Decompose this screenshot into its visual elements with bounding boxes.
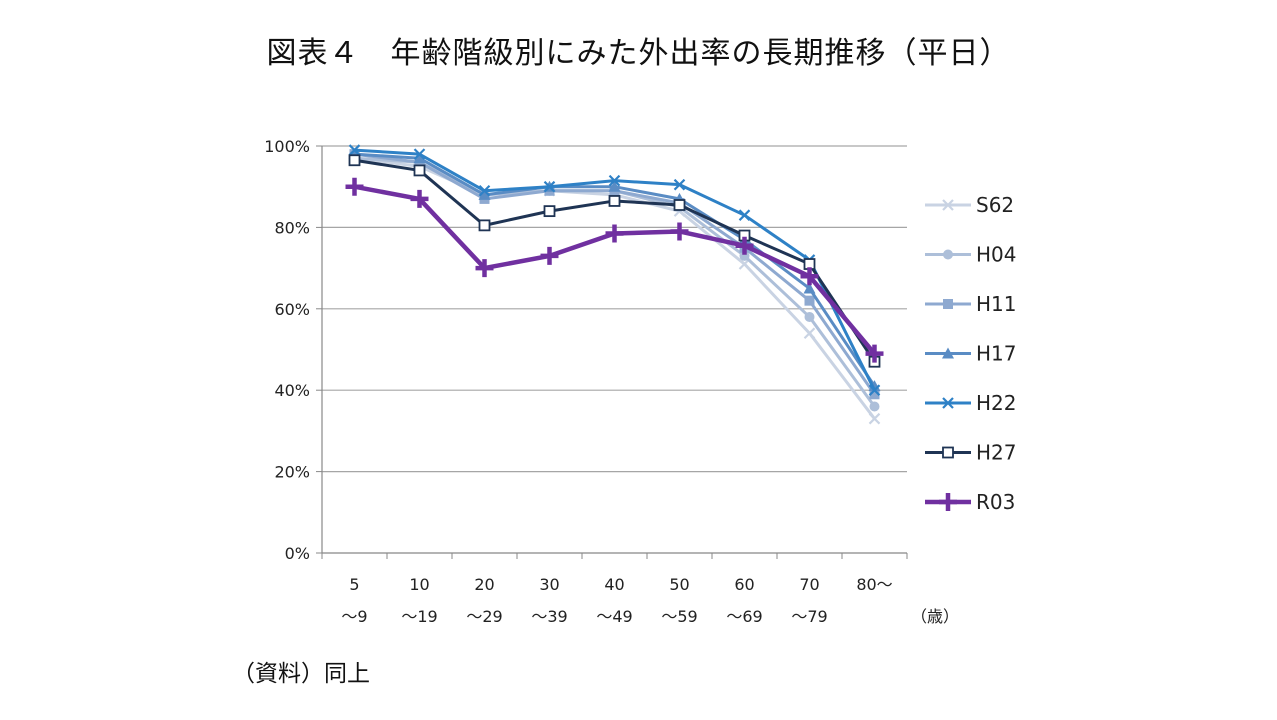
y-tick-label: 60% [274,300,310,319]
data-point [670,222,689,241]
data-point [942,446,954,459]
legend-label: S62 [976,193,1014,217]
data-point [939,493,957,511]
data-point [540,246,559,265]
legend-item-h11: H11 [925,292,1017,316]
x-tick-label: 70 [799,575,819,594]
data-point [608,180,621,192]
legend: S62 H04 H11 H17 H22 H27 R03 [925,193,1017,514]
legend-label: H04 [976,243,1017,267]
data-point [348,154,361,167]
data-point [605,224,624,243]
series-r03 [345,177,884,363]
chart-title: 図表４ 年齢階級別にみた外出率の長期推移（平日） [266,36,1011,71]
legend-label: R03 [976,490,1015,514]
x-tick-label-range: ～9 [341,607,367,626]
legend-item-h17: H17 [925,342,1017,366]
data-point [348,144,361,156]
data-point [865,344,884,363]
legend-label: H17 [976,342,1017,366]
data-point [739,250,750,261]
y-tick-label: 0% [285,544,310,563]
data-point [413,164,426,177]
data-point [738,209,751,221]
data-point [410,189,429,208]
x-tick-label-range: ～29 [466,607,502,626]
legend-item-h04: H04 [925,243,1017,267]
data-point [804,311,815,322]
data-point [608,174,621,187]
x-tick-label: 80～ [856,575,892,594]
legend-item-s62: S62 [925,193,1014,217]
legend-item-h27: H27 [925,441,1017,465]
x-tick-label-range: ～49 [596,607,632,626]
source-note: （資料）同上 [232,661,370,687]
data-point [345,177,364,196]
x-tick-label: 60 [734,575,754,594]
data-point [942,199,954,211]
axes [316,145,908,559]
y-tick-label: 40% [274,381,310,400]
series-lines [345,144,884,425]
data-point [943,299,953,309]
x-tick-labels: 5 ～9 10 ～19 20 ～29 30 ～39 40 ～49 50 ～59 60 ～69 70 ～79 80… [341,575,892,626]
data-point [413,152,426,164]
x-tick-label: 50 [669,575,689,594]
data-point [943,249,953,260]
data-point [942,397,954,409]
data-point [869,389,880,400]
legend-label: H27 [976,441,1017,465]
y-tick-labels: 0% 20% 40% 60% 80% 100% [264,137,310,563]
y-tick-label: 100% [264,137,310,156]
y-tick-label: 80% [274,218,310,237]
x-tick-label-range: ～59 [661,607,697,626]
data-point [868,384,881,396]
data-point [478,219,491,232]
legend-item-h22: H22 [925,391,1017,415]
x-tick-label-range: ～69 [726,607,762,626]
data-point [673,199,686,211]
legend-item-r03: R03 [925,490,1015,514]
data-point [869,401,880,412]
data-point [478,188,491,200]
data-point [800,267,819,286]
data-point [543,205,556,218]
data-point [543,180,556,193]
legend-label: H22 [976,391,1017,415]
legend-label: H11 [976,292,1017,316]
x-tick-label: 30 [539,575,559,594]
series-line [354,184,877,356]
x-tick-label: 5 [349,575,359,594]
x-tick-label: 40 [604,575,624,594]
data-point [673,178,686,191]
x-tick-label-range: ～39 [531,607,567,626]
data-point [608,195,621,207]
x-tick-label-range: ～19 [401,607,437,626]
data-point [475,259,494,278]
data-point [804,295,815,306]
x-tick-label-range: ～79 [791,607,827,626]
data-point [803,282,816,294]
data-point [735,236,754,255]
data-point [413,148,426,160]
x-axis-label: （歳） [911,607,959,626]
data-point [803,327,816,339]
x-tick-label: 10 [409,575,429,594]
data-point [478,184,491,197]
data-point [868,412,881,425]
data-point [942,347,954,359]
y-tick-label: 20% [274,463,310,482]
x-tick-label: 20 [474,575,494,594]
